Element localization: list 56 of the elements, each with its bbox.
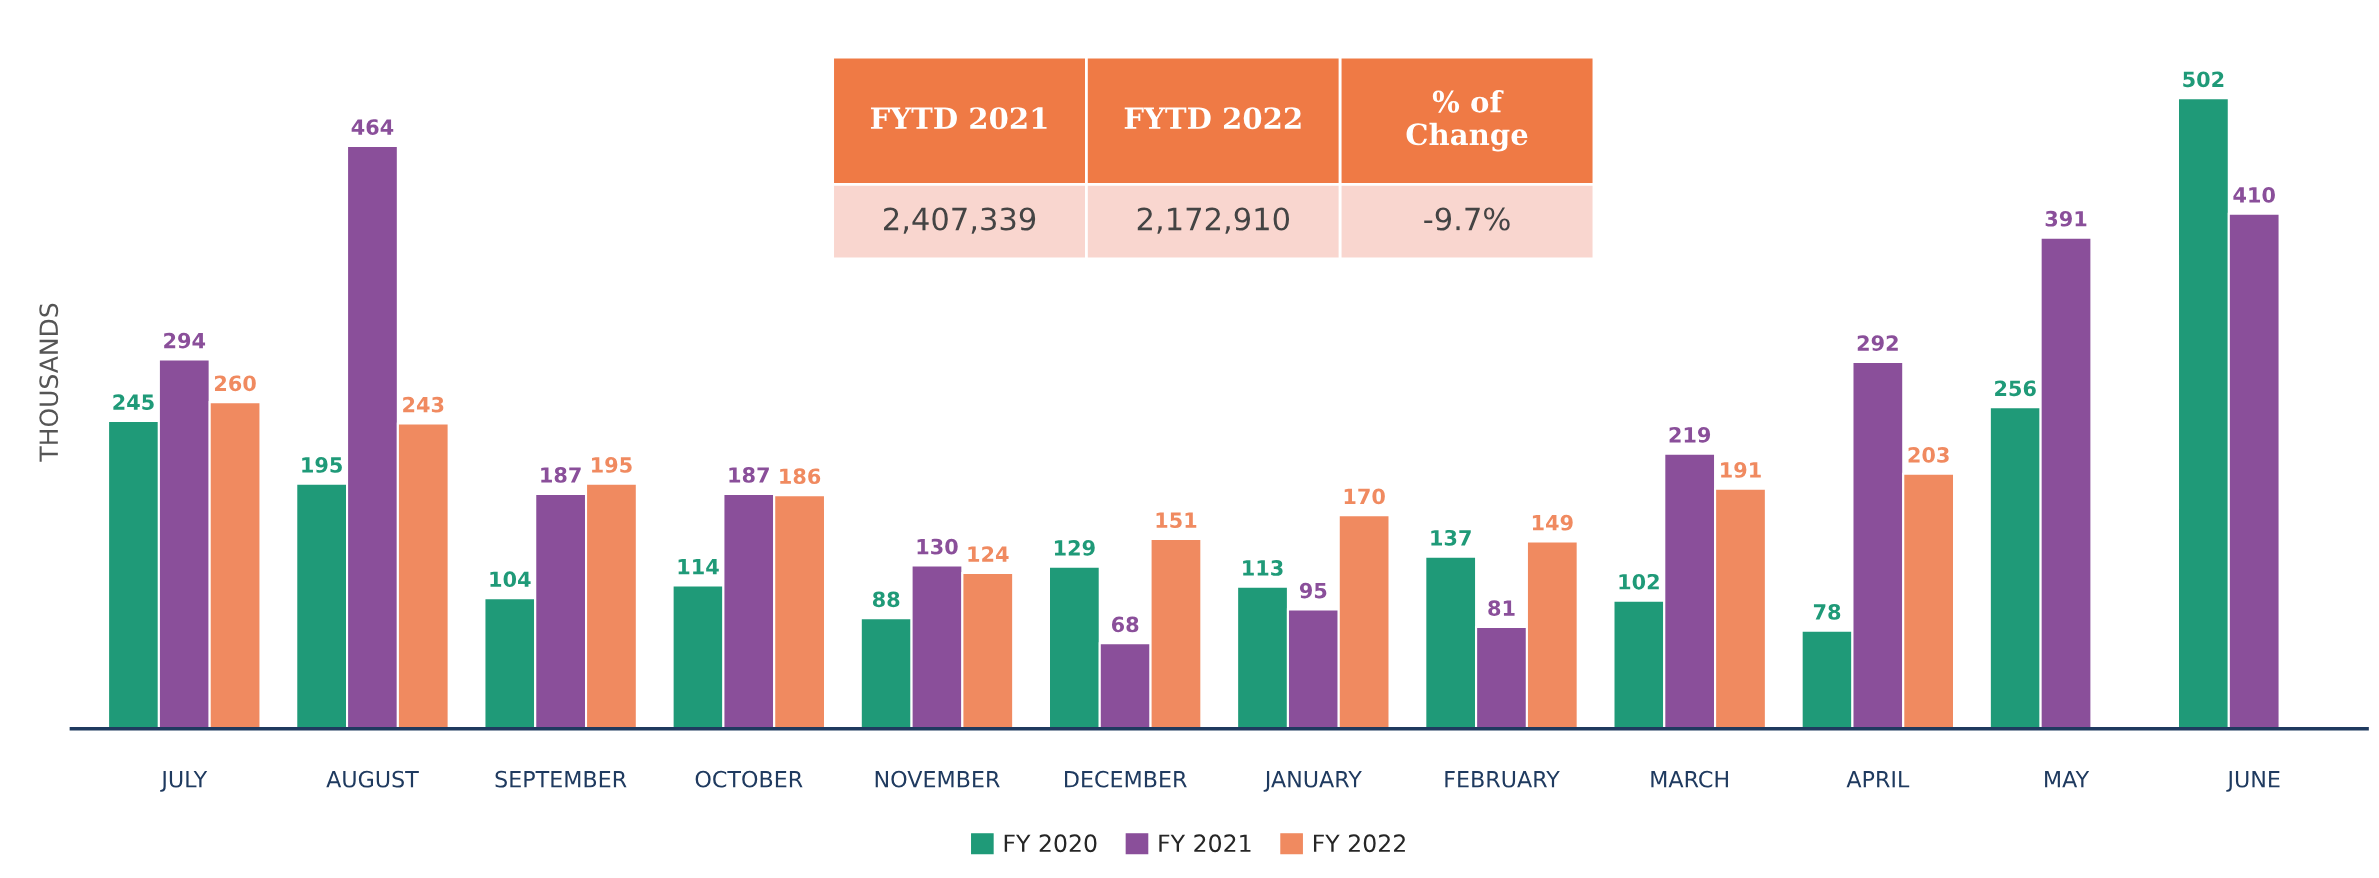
data-label: 186	[780, 468, 821, 485]
legend-label: FY 2021	[1159, 834, 1251, 853]
x-tick-label: JANUARY	[1263, 771, 1362, 792]
data-label: 137	[1431, 529, 1471, 546]
annotation: -9.7%	[1424, 207, 1510, 231]
x-tick-label: MARCH	[1651, 770, 1728, 788]
data-label: 95	[1299, 582, 1327, 599]
data-label: 78	[1813, 604, 1841, 620]
data-label: 114	[678, 559, 719, 575]
x-tick-label: NOVEMBER	[875, 770, 1000, 788]
data-label: 102	[1619, 573, 1659, 590]
data-label: 113	[1243, 560, 1283, 576]
annotation: FYTD 2021	[870, 107, 1047, 130]
data-label: 149	[1532, 514, 1573, 531]
annotation: 2,407,339	[884, 207, 1036, 234]
data-label: 88	[872, 591, 900, 608]
data-label: 187	[541, 467, 581, 483]
data-label: 243	[403, 396, 444, 413]
annotation: 2,172,910	[1137, 207, 1290, 234]
data-label: 292	[1857, 335, 1898, 351]
data-label: 130	[917, 538, 958, 555]
data-label: 68	[1111, 616, 1139, 633]
x-tick-label: APRIL	[1846, 771, 1910, 788]
data-label: 410	[2233, 187, 2275, 203]
data-label: 502	[2183, 71, 2224, 88]
data-label: 151	[1156, 512, 1197, 529]
data-label: 187	[729, 467, 769, 483]
data-label: 219	[1669, 426, 1711, 443]
legend-label: FY 2022	[1313, 834, 1405, 853]
x-tick-label: OCTOBER	[695, 770, 803, 788]
data-label: 294	[164, 332, 206, 349]
data-label: 195	[592, 457, 632, 473]
data-label: 464	[351, 119, 394, 135]
data-label: 195	[302, 457, 342, 473]
data-label: 191	[1721, 462, 1761, 478]
data-label: 260	[214, 375, 256, 392]
x-tick-label: JUNE	[2226, 771, 2280, 792]
x-tick-label: SEPTEMBER	[495, 770, 627, 788]
data-label: 129	[1054, 539, 1095, 556]
data-label: 81	[1488, 600, 1515, 617]
data-label: 245	[113, 394, 154, 411]
x-tick-label: MAY	[2045, 771, 2090, 788]
legend-label: FY 2020	[1004, 834, 1097, 853]
x-tick-label: JULY	[160, 771, 208, 792]
data-label: 256	[1995, 380, 2036, 397]
x-tick-label: AUGUST	[326, 770, 419, 788]
annotation: % of Change	[1406, 90, 1528, 152]
data-label: 391	[2045, 210, 2087, 227]
x-tick-label: FEBRUARY	[1445, 771, 1560, 788]
data-label: 203	[1908, 447, 1949, 463]
y-axis-title: THOUSANDS	[39, 303, 59, 462]
data-label: 124	[968, 546, 1009, 562]
annotation: FYTD 2022	[1124, 107, 1301, 130]
data-label: 170	[1344, 488, 1385, 505]
x-tick-label: DECEMBER	[1065, 770, 1187, 788]
data-label: 104	[490, 571, 531, 588]
